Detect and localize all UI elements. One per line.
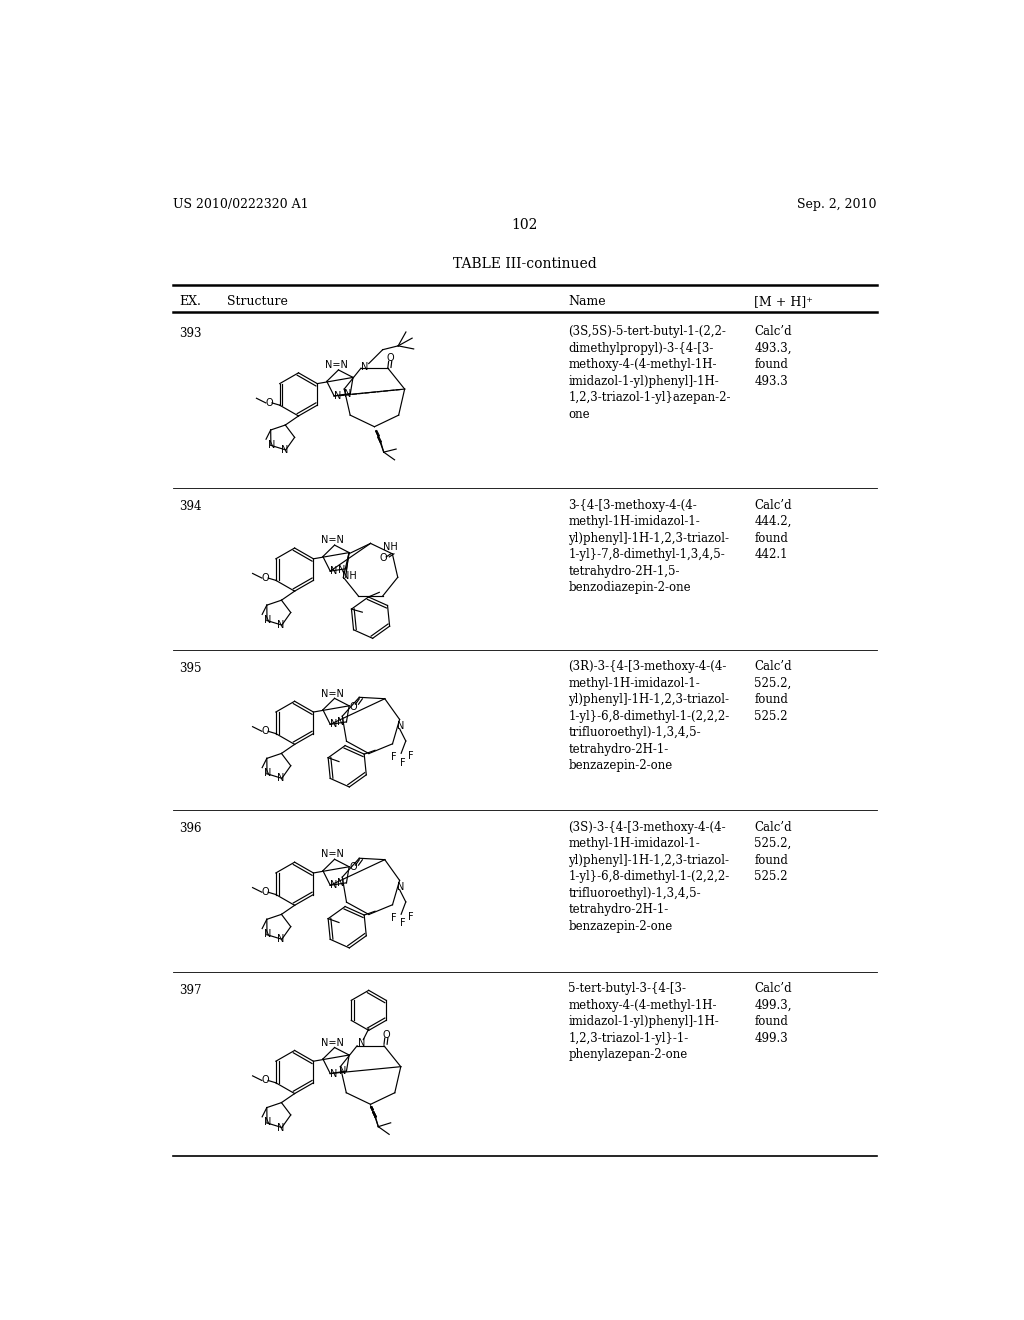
Text: N: N (358, 1038, 366, 1048)
Text: N=N: N=N (326, 360, 348, 370)
Text: N: N (344, 388, 352, 399)
Text: N: N (268, 440, 275, 450)
Text: N: N (278, 774, 285, 783)
Text: N: N (338, 717, 345, 727)
Text: Calc’d
499.3,
found
499.3: Calc’d 499.3, found 499.3 (755, 982, 792, 1045)
Text: N: N (278, 1122, 285, 1133)
Text: N: N (397, 721, 404, 730)
Text: N: N (278, 935, 285, 944)
Text: N=N: N=N (322, 850, 344, 859)
Text: O: O (379, 553, 387, 562)
Text: Calc’d
525.2,
found
525.2: Calc’d 525.2, found 525.2 (755, 660, 792, 723)
Text: NH: NH (342, 570, 357, 581)
Text: 102: 102 (512, 218, 538, 232)
Text: O: O (261, 726, 268, 737)
Text: Sep. 2, 2010: Sep. 2, 2010 (797, 198, 877, 211)
Text: N: N (331, 719, 338, 730)
Text: 397: 397 (179, 983, 202, 997)
Text: N: N (331, 880, 338, 890)
Text: N: N (331, 566, 338, 576)
Text: N: N (397, 882, 404, 891)
Text: Calc’d
525.2,
found
525.2: Calc’d 525.2, found 525.2 (755, 821, 792, 883)
Text: [M + H]⁺: [M + H]⁺ (755, 296, 813, 309)
Text: F: F (399, 919, 406, 928)
Text: TABLE III-continued: TABLE III-continued (453, 257, 597, 271)
Text: N: N (264, 615, 271, 624)
Text: Calc’d
493.3,
found
493.3: Calc’d 493.3, found 493.3 (755, 326, 792, 388)
Text: O: O (386, 354, 394, 363)
Text: 396: 396 (179, 822, 202, 836)
Text: (3S)-3-{4-[3-methoxy-4-(4-
methyl-1H-imidazol-1-
yl)phenyl]-1H-1,2,3-triazol-
1-: (3S)-3-{4-[3-methoxy-4-(4- methyl-1H-imi… (568, 821, 729, 933)
Text: O: O (349, 701, 357, 711)
Text: O: O (261, 887, 268, 898)
Text: N: N (334, 391, 342, 401)
Text: F: F (399, 758, 406, 767)
Text: (3R)-3-{4-[3-methoxy-4-(4-
methyl-1H-imidazol-1-
yl)phenyl]-1H-1,2,3-triazol-
1-: (3R)-3-{4-[3-methoxy-4-(4- methyl-1H-imi… (568, 660, 729, 772)
Text: Calc’d
444.2,
found
442.1: Calc’d 444.2, found 442.1 (755, 499, 792, 561)
Text: F: F (390, 913, 396, 923)
Text: N=N: N=N (322, 536, 344, 545)
Text: F: F (408, 751, 414, 760)
Text: O: O (383, 1030, 390, 1040)
Text: N: N (361, 362, 369, 372)
Text: N: N (338, 878, 345, 888)
Text: NH: NH (383, 543, 398, 552)
Text: 393: 393 (179, 327, 202, 341)
Text: F: F (408, 912, 414, 921)
Text: 394: 394 (179, 500, 202, 513)
Text: N: N (264, 1117, 271, 1127)
Text: N: N (338, 565, 345, 574)
Text: O: O (261, 1076, 268, 1085)
Text: US 2010/0222320 A1: US 2010/0222320 A1 (173, 198, 308, 211)
Text: N=N: N=N (322, 689, 344, 698)
Text: N=N: N=N (322, 1038, 344, 1048)
Text: Name: Name (568, 296, 606, 309)
Text: N: N (278, 620, 285, 630)
Text: Structure: Structure (227, 296, 288, 309)
Text: N: N (331, 1068, 338, 1078)
Text: N: N (264, 929, 271, 939)
Text: EX.: EX. (179, 296, 201, 309)
Text: N: N (282, 445, 289, 455)
Text: F: F (390, 752, 396, 762)
Text: N: N (264, 768, 271, 777)
Text: O: O (261, 573, 268, 583)
Text: O: O (265, 397, 272, 408)
Text: 395: 395 (179, 663, 202, 675)
Text: 3-{4-[3-methoxy-4-(4-
methyl-1H-imidazol-1-
yl)phenyl]-1H-1,2,3-triazol-
1-yl}-7: 3-{4-[3-methoxy-4-(4- methyl-1H-imidazol… (568, 499, 729, 594)
Text: O: O (349, 862, 357, 873)
Text: 5-tert-butyl-3-{4-[3-
methoxy-4-(4-methyl-1H-
imidazol-1-yl)phenyl]-1H-
1,2,3-tr: 5-tert-butyl-3-{4-[3- methoxy-4-(4-methy… (568, 982, 719, 1061)
Text: N: N (339, 1067, 346, 1076)
Text: (3S,5S)-5-tert-butyl-1-(2,2-
dimethylpropyl)-3-{4-[3-
methoxy-4-(4-methyl-1H-
im: (3S,5S)-5-tert-butyl-1-(2,2- dimethylpro… (568, 326, 731, 421)
